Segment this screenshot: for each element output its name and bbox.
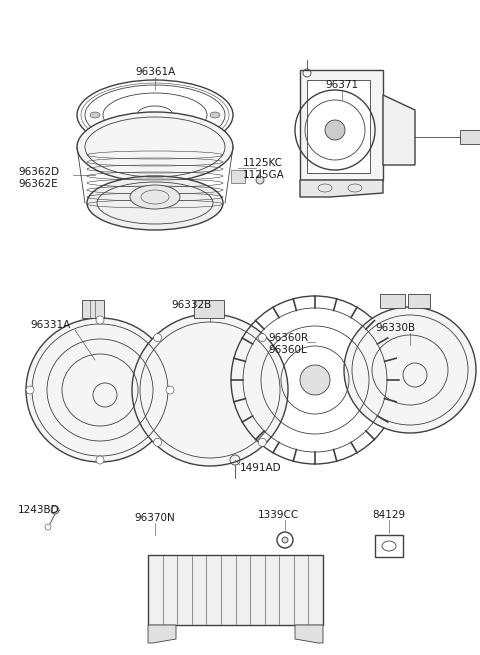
Text: 96330B: 96330B bbox=[375, 323, 415, 333]
Bar bbox=[460, 130, 480, 144]
Ellipse shape bbox=[130, 185, 180, 209]
Text: 96332B: 96332B bbox=[172, 300, 212, 310]
Circle shape bbox=[154, 333, 162, 342]
Polygon shape bbox=[300, 70, 383, 180]
Polygon shape bbox=[148, 625, 176, 643]
Text: 96360L: 96360L bbox=[268, 345, 307, 355]
Text: 96370N: 96370N bbox=[134, 513, 175, 523]
Ellipse shape bbox=[210, 112, 220, 118]
Polygon shape bbox=[300, 180, 383, 197]
Ellipse shape bbox=[77, 112, 233, 182]
Text: 84129: 84129 bbox=[372, 510, 406, 520]
Bar bbox=[82, 300, 104, 318]
Circle shape bbox=[256, 176, 264, 184]
Text: 1491AD: 1491AD bbox=[240, 463, 282, 473]
Bar bbox=[380, 294, 405, 308]
Text: 1243BD: 1243BD bbox=[18, 505, 60, 515]
Ellipse shape bbox=[26, 318, 174, 462]
Ellipse shape bbox=[132, 314, 288, 466]
Polygon shape bbox=[383, 95, 415, 165]
Text: 96331A: 96331A bbox=[30, 320, 70, 330]
Circle shape bbox=[96, 456, 104, 464]
Bar bbox=[408, 294, 430, 308]
Bar bbox=[375, 535, 403, 557]
Circle shape bbox=[258, 438, 266, 446]
Text: 1125KC: 1125KC bbox=[243, 158, 283, 168]
Text: 96361A: 96361A bbox=[135, 67, 175, 77]
Circle shape bbox=[300, 365, 330, 395]
Circle shape bbox=[325, 120, 345, 140]
Circle shape bbox=[96, 316, 104, 324]
Circle shape bbox=[258, 333, 266, 342]
Bar bbox=[194, 300, 224, 318]
Circle shape bbox=[166, 386, 174, 394]
Text: 96362E: 96362E bbox=[18, 179, 58, 189]
Polygon shape bbox=[295, 625, 323, 643]
Text: 96360R: 96360R bbox=[268, 333, 308, 343]
Text: 96371: 96371 bbox=[325, 80, 359, 90]
Ellipse shape bbox=[90, 112, 100, 118]
Circle shape bbox=[154, 438, 162, 446]
Text: 1339CC: 1339CC bbox=[257, 510, 299, 520]
Polygon shape bbox=[307, 80, 370, 173]
Text: 1125GA: 1125GA bbox=[243, 170, 285, 180]
Circle shape bbox=[282, 537, 288, 543]
Text: 96362D: 96362D bbox=[18, 167, 59, 177]
Ellipse shape bbox=[344, 307, 476, 433]
Ellipse shape bbox=[87, 176, 223, 230]
Circle shape bbox=[26, 386, 34, 394]
Polygon shape bbox=[231, 170, 245, 183]
Bar bbox=[148, 555, 323, 625]
